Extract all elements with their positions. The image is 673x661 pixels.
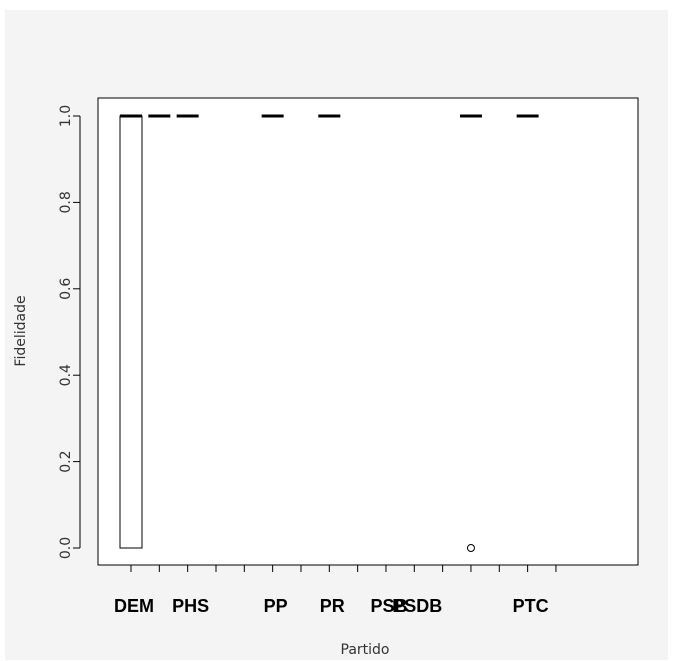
y-tick-label: 0.6 [58,278,74,300]
y-tick-label: 0.8 [58,191,74,213]
x-category-label: PSDB [392,596,442,616]
outliers-layer [466,544,475,552]
boxes-layer [119,114,539,549]
x-category-label: DEM [114,596,154,616]
y-tick-label: 0.2 [58,450,74,472]
x-category-label: PSB [370,596,407,616]
x-category-label: PP [264,596,288,616]
plot-area [97,97,639,566]
x-category-label: PR [320,596,345,616]
y-axis: 0.0 0.2 0.4 0.6 0.8 1.0 [58,105,81,559]
outlier-point [466,544,475,552]
x-category-label: PHS [172,596,209,616]
x-category-label: PTC [513,596,549,616]
y-tick-label: 0.4 [58,364,74,386]
y-axis-title: Fidelidade [13,295,29,366]
y-tick-label: 1.0 [58,105,74,127]
x-axis-title: Partido [341,642,390,658]
y-tick-label: 0.0 [58,537,74,559]
